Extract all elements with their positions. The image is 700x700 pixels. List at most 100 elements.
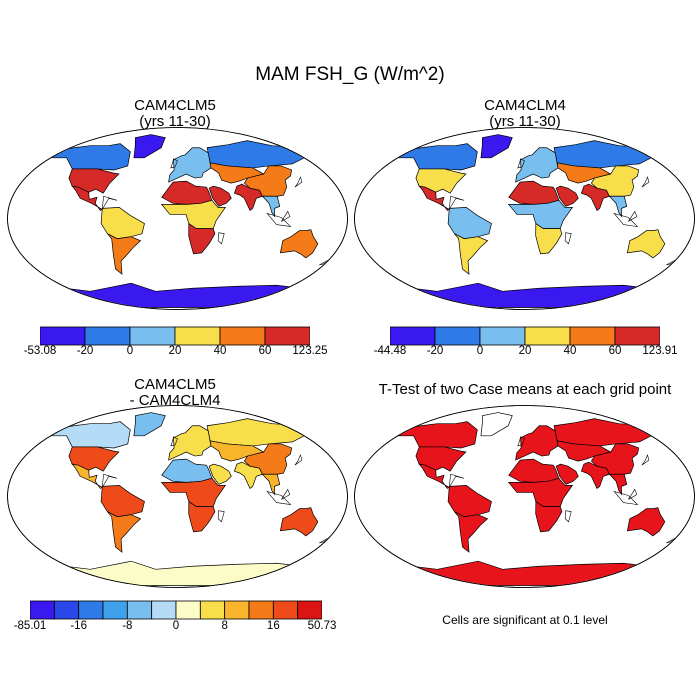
- region-central-africa: [507, 477, 574, 507]
- region-canada: [46, 421, 131, 449]
- panel-1-title-line: CAM4CLM5: [134, 97, 216, 114]
- region-greenland: [133, 134, 166, 159]
- colorbar-cam4clm4: [390, 326, 660, 346]
- colorbar-swatch-11: [297, 600, 322, 620]
- panel-1-subtitle: (yrs 11-30): [139, 113, 211, 130]
- significance-note: Cells are significant at 0.1 level: [442, 613, 608, 627]
- colorbar-swatch-4: [126, 600, 153, 620]
- colorbar-swatch-5: [151, 600, 177, 620]
- colorbar-tick-label: 0: [476, 345, 484, 357]
- region-europe: [515, 425, 559, 461]
- colorbar-swatch-3: [524, 326, 571, 346]
- colorbar-tick-label: 40: [213, 345, 227, 357]
- region-amazon: [100, 207, 145, 240]
- region-australia: [626, 229, 666, 259]
- panel-2-title-line: CAM4CLM4: [484, 97, 566, 114]
- colorbar-swatch-1: [84, 326, 131, 346]
- panel-2-title: CAM4CLM4 (yrs 11-30): [420, 98, 630, 130]
- region-mexico: [71, 185, 103, 211]
- region-australia: [626, 507, 666, 537]
- coastline-5: [564, 232, 572, 245]
- colorbar-swatch-4: [569, 326, 616, 346]
- colorbar-swatch-0: [390, 326, 436, 346]
- colorbar-tick-label: 60: [608, 345, 622, 357]
- colorbar-cam4clm5: [40, 326, 310, 346]
- region-south-america-south: [107, 511, 142, 553]
- region-india: [233, 183, 263, 211]
- region-south-america-south: [454, 233, 489, 275]
- colorbar-tick-label: 16: [266, 620, 280, 632]
- colorbar-tick-label: -16: [70, 620, 87, 632]
- coastline-1: [266, 490, 292, 506]
- globe-border: [7, 405, 348, 588]
- map-cam4clm5: [7, 127, 348, 310]
- colorbar-tick-label: 0: [126, 345, 134, 357]
- colorbar-swatch-4: [219, 326, 266, 346]
- colorbar-tick-label: 40: [563, 345, 577, 357]
- colorbar-swatch-5: [614, 326, 660, 346]
- region-southern-africa: [535, 500, 563, 533]
- coastline-3: [294, 176, 303, 188]
- region-china: [590, 165, 640, 197]
- region-india: [580, 183, 610, 211]
- panel-3-title: CAM4CLM5 - CAM4CLM4: [70, 377, 280, 409]
- region-canada: [46, 143, 131, 171]
- region-arabia: [208, 185, 232, 207]
- colorbar-3-labels: -85.01 -16 -8 0 8 16 50.73: [14, 620, 337, 636]
- region-central-africa: [160, 199, 227, 229]
- colorbar-tick-label: -85.01: [13, 620, 47, 632]
- region-southeast-asia: [261, 473, 281, 496]
- coastline-2: [628, 488, 638, 500]
- coastline-0: [101, 473, 118, 488]
- region-india: [580, 461, 610, 489]
- colorbar-tick-label: 50.73: [307, 620, 337, 632]
- coastline-5: [217, 232, 225, 245]
- colorbar-tick-label: -20: [426, 345, 444, 357]
- panel-3-title-line: CAM4CLM5: [134, 376, 216, 393]
- region-europe: [515, 147, 559, 183]
- coastline-0: [101, 195, 118, 210]
- colorbar-tick-label: 0: [172, 620, 180, 632]
- region-arabia: [208, 463, 232, 485]
- region-united-states: [68, 446, 120, 472]
- region-europe: [168, 147, 212, 183]
- region-greenland: [133, 412, 166, 437]
- region-southern-africa: [188, 222, 216, 255]
- colorbar-swatch-1: [434, 326, 481, 346]
- colorbar-tick-label: 20: [518, 345, 532, 357]
- region-india: [233, 461, 263, 489]
- region-australia: [279, 507, 319, 537]
- region-central-africa: [160, 477, 227, 507]
- panel-3-subtitle: - CAM4CLM4: [129, 392, 221, 409]
- colorbar-tick-label: -44.48: [373, 345, 407, 357]
- region-china: [243, 443, 293, 475]
- colorbar-swatch-3: [102, 600, 128, 620]
- region-southeast-asia: [261, 195, 281, 218]
- region-canada: [393, 421, 478, 449]
- colorbar-tick-label: 8: [221, 620, 228, 632]
- colorbar-swatch-2: [479, 326, 526, 346]
- colorbar-2-labels: -44.48 -20 0 20 40 60 123.91: [374, 345, 678, 361]
- coastline-1: [613, 212, 639, 228]
- region-arabia: [555, 463, 579, 485]
- colorbar-tick-label: 60: [258, 345, 272, 357]
- region-europe: [168, 425, 212, 461]
- region-canada: [393, 143, 478, 171]
- coastline-3: [294, 454, 303, 466]
- coastline-3: [641, 454, 650, 466]
- region-united-states: [415, 168, 467, 194]
- map-cam4clm4: [354, 127, 695, 310]
- region-mexico: [418, 463, 450, 489]
- region-amazon: [100, 485, 145, 518]
- map-ttest: [354, 405, 695, 588]
- region-mexico: [71, 463, 103, 489]
- region-greenland: [480, 412, 513, 437]
- colorbar-swatch-6: [175, 600, 201, 620]
- region-amazon: [447, 485, 492, 518]
- figure-title: MAM FSH_G (W/m^2): [255, 64, 445, 85]
- coastline-1: [613, 490, 639, 506]
- colorbar-swatch-9: [248, 600, 274, 620]
- region-southeast-asia: [608, 195, 628, 218]
- colorbar-swatch-3: [174, 326, 221, 346]
- coastline-2: [281, 488, 291, 500]
